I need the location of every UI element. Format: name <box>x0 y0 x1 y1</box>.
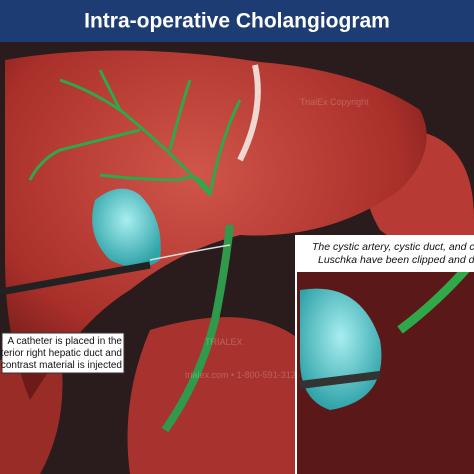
callout-text: A catheter is placed in the <box>7 336 122 347</box>
inset-label-bg <box>296 236 474 272</box>
inset-text: The cystic artery, cystic duct, and c <box>312 241 474 253</box>
bowel <box>127 317 300 474</box>
callout-box <box>1 332 125 374</box>
inset-instrument <box>299 371 381 389</box>
bowel <box>0 350 63 474</box>
falciform-ligament <box>237 64 261 162</box>
watermark: TrialEx Copyright <box>300 97 369 107</box>
inset-text: Luschka have been clipped and di <box>318 254 474 266</box>
catheter <box>149 244 231 261</box>
title: Intra-operative Cholangiogram <box>84 10 390 33</box>
title-bar <box>0 0 474 42</box>
instrument <box>0 261 151 296</box>
watermark: TRIALEX <box>205 337 243 347</box>
gallbladder <box>92 188 161 268</box>
watermark: trialex.com • 1-800-591-312 <box>185 370 296 380</box>
inset: The cystic artery, cystic duct, and c Lu… <box>295 235 474 474</box>
callout-text: anterior right hepatic duct and <box>0 348 122 359</box>
biliary-tree <box>28 69 242 433</box>
callout-text: contrast material is injected <box>1 360 122 371</box>
